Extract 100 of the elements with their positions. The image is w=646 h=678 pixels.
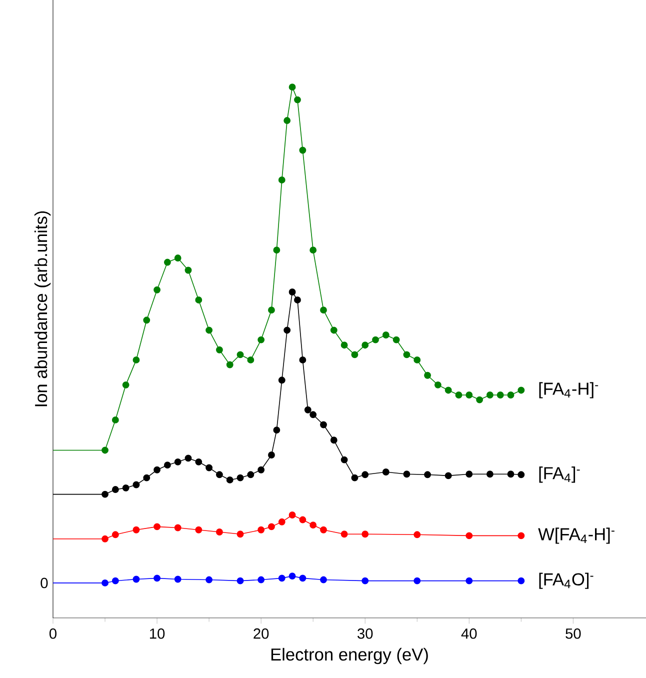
point bbox=[382, 332, 390, 338]
point bbox=[310, 522, 317, 529]
point bbox=[132, 356, 140, 364]
point bbox=[216, 471, 223, 478]
point bbox=[518, 577, 525, 584]
point bbox=[258, 576, 265, 584]
point bbox=[184, 266, 192, 274]
point bbox=[320, 526, 327, 534]
point bbox=[304, 406, 312, 414]
point bbox=[132, 526, 140, 534]
point bbox=[351, 474, 358, 482]
x-tick-label: 40 bbox=[461, 628, 477, 639]
point bbox=[216, 528, 223, 536]
point bbox=[278, 574, 286, 582]
point bbox=[466, 577, 473, 584]
point bbox=[206, 326, 213, 334]
point bbox=[278, 176, 286, 184]
point bbox=[236, 351, 244, 358]
point bbox=[382, 468, 390, 476]
point bbox=[195, 526, 202, 534]
point bbox=[154, 466, 161, 474]
point bbox=[236, 577, 244, 584]
point bbox=[496, 392, 504, 398]
point bbox=[288, 84, 296, 91]
point bbox=[362, 530, 369, 538]
point bbox=[414, 577, 421, 584]
point bbox=[284, 326, 291, 334]
point bbox=[268, 306, 275, 314]
point bbox=[507, 470, 514, 478]
point bbox=[143, 474, 150, 482]
point bbox=[102, 446, 108, 454]
point bbox=[164, 258, 171, 266]
point bbox=[226, 476, 234, 484]
point bbox=[466, 392, 473, 398]
x-tick-label: 10 bbox=[150, 628, 165, 639]
point bbox=[294, 96, 301, 104]
point bbox=[154, 574, 161, 582]
point bbox=[294, 296, 301, 304]
point bbox=[258, 336, 265, 344]
point bbox=[278, 376, 286, 384]
point bbox=[273, 246, 280, 254]
point bbox=[507, 392, 514, 398]
series-label: [FA$_{4}$O]$^{-}$ bbox=[539, 572, 594, 589]
point bbox=[102, 490, 108, 498]
point bbox=[299, 516, 306, 524]
point bbox=[288, 288, 296, 296]
point bbox=[143, 316, 150, 324]
point bbox=[174, 524, 182, 532]
point bbox=[486, 392, 494, 398]
point bbox=[216, 346, 223, 354]
point bbox=[518, 386, 525, 394]
point bbox=[288, 512, 296, 518]
point bbox=[486, 470, 494, 478]
point bbox=[174, 576, 182, 583]
point bbox=[206, 576, 213, 584]
point bbox=[340, 342, 348, 349]
point bbox=[320, 421, 327, 428]
point bbox=[206, 464, 213, 472]
point bbox=[320, 576, 327, 584]
point bbox=[455, 392, 462, 398]
point bbox=[122, 484, 130, 492]
text: 0 bbox=[40, 578, 48, 588]
point bbox=[434, 381, 442, 388]
point bbox=[466, 470, 473, 478]
point bbox=[174, 458, 182, 466]
point bbox=[174, 254, 182, 262]
point bbox=[132, 576, 140, 583]
point bbox=[330, 436, 338, 444]
point bbox=[466, 532, 473, 540]
point bbox=[518, 471, 525, 478]
point bbox=[299, 574, 306, 582]
point bbox=[340, 456, 348, 464]
point bbox=[112, 577, 119, 584]
x-tick-label: 20 bbox=[254, 628, 269, 639]
point bbox=[226, 361, 234, 368]
point bbox=[122, 381, 130, 388]
point bbox=[414, 531, 421, 538]
point bbox=[444, 386, 452, 394]
point bbox=[424, 372, 431, 379]
y-axis-title: Ion abundance (arb.units) bbox=[34, 211, 51, 406]
point bbox=[403, 470, 410, 478]
point bbox=[299, 146, 306, 154]
point bbox=[340, 530, 348, 538]
point bbox=[392, 336, 400, 344]
series-label: [FA$_{4}$-H]$^{-}$ bbox=[539, 382, 598, 398]
point bbox=[112, 416, 119, 424]
point bbox=[278, 518, 286, 526]
point bbox=[310, 411, 317, 418]
point bbox=[247, 356, 254, 364]
series-label: W[FA$_{4}$-H]$^{-}$ bbox=[538, 528, 614, 544]
point bbox=[184, 454, 192, 462]
point bbox=[414, 356, 421, 364]
point bbox=[154, 523, 161, 530]
point bbox=[102, 535, 108, 542]
point bbox=[273, 426, 280, 434]
point bbox=[362, 342, 369, 349]
point bbox=[258, 526, 265, 534]
point bbox=[268, 452, 275, 458]
series-label: [FA$_{4}$]$^{-}$ bbox=[539, 466, 580, 483]
point bbox=[195, 296, 202, 304]
